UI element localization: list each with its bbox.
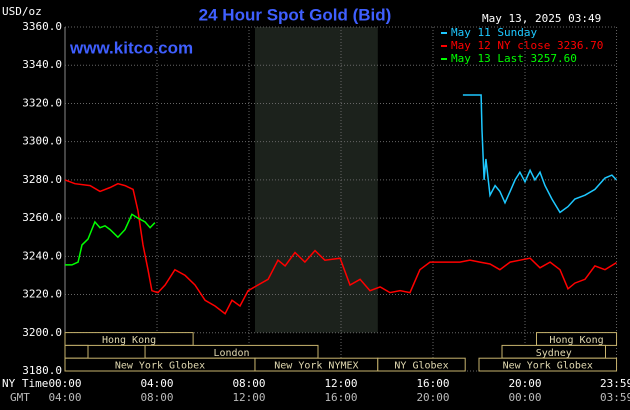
session-label: NY Globex bbox=[394, 361, 448, 372]
x-row-label: GMT bbox=[10, 391, 30, 404]
gmt-tick-label: 03:59 bbox=[600, 391, 630, 404]
session-label: New York NYMEX bbox=[274, 361, 358, 372]
series-line bbox=[65, 213, 156, 266]
x-tick-label: 12:00 bbox=[324, 377, 357, 390]
y-tick-label: 3340.0 bbox=[22, 58, 62, 71]
x-tick-label: 08:00 bbox=[232, 377, 265, 390]
gmt-tick-label: 08:00 bbox=[140, 391, 173, 404]
y-tick-label: 3360.0 bbox=[22, 20, 62, 33]
timestamp: May 13, 2025 03:49 bbox=[482, 12, 601, 25]
x-tick-label: 23:59 bbox=[600, 377, 630, 390]
series-line bbox=[64, 179, 617, 315]
legend-label: May 11 Sunday bbox=[451, 26, 537, 39]
y-tick-label: 3220.0 bbox=[22, 288, 62, 301]
y-tick-label: 3260.0 bbox=[22, 211, 62, 224]
watermark: www.kitco.com bbox=[69, 38, 193, 57]
gmt-tick-label: 20:00 bbox=[416, 391, 449, 404]
legend-label: May 12 NY close 3236.70 bbox=[451, 39, 603, 52]
x-tick-label: 00:00 bbox=[48, 377, 81, 390]
session-box bbox=[478, 357, 618, 372]
x-tick-label: 20:00 bbox=[508, 377, 541, 390]
session-label: Hong Kong bbox=[102, 335, 156, 346]
session-box bbox=[64, 332, 194, 346]
chart-title: 24 Hour Spot Gold (Bid) bbox=[199, 5, 392, 24]
session-box bbox=[64, 344, 89, 359]
x-row-label: NY Time bbox=[2, 377, 48, 390]
session-label: New York Globex bbox=[503, 361, 593, 372]
gmt-tick-label: 12:00 bbox=[232, 391, 265, 404]
gmt-tick-label: 16:00 bbox=[324, 391, 357, 404]
gmt-tick-label: 04:00 bbox=[48, 391, 81, 404]
y-tick-label: 3240.0 bbox=[22, 249, 62, 262]
y-tick-label: 3180.0 bbox=[22, 364, 62, 377]
x-tick-label: 16:00 bbox=[416, 377, 449, 390]
session-box bbox=[377, 357, 466, 372]
session-label: Hong Kong bbox=[549, 335, 603, 346]
legend-label: May 13 Last 3257.60 bbox=[451, 52, 577, 65]
session-label: London bbox=[213, 348, 249, 359]
x-tick-label: 04:00 bbox=[140, 377, 173, 390]
gmt-tick-label: 00:00 bbox=[508, 391, 541, 404]
session-label: Sydney bbox=[536, 348, 572, 359]
y-unit: USD/oz bbox=[2, 5, 42, 18]
y-tick-label: 3200.0 bbox=[22, 326, 62, 339]
series-line bbox=[462, 94, 618, 214]
session-label: New York Globex bbox=[115, 361, 205, 372]
y-tick-label: 3320.0 bbox=[22, 96, 62, 109]
y-tick-label: 3280.0 bbox=[22, 173, 62, 186]
y-tick-label: 3300.0 bbox=[22, 135, 62, 148]
